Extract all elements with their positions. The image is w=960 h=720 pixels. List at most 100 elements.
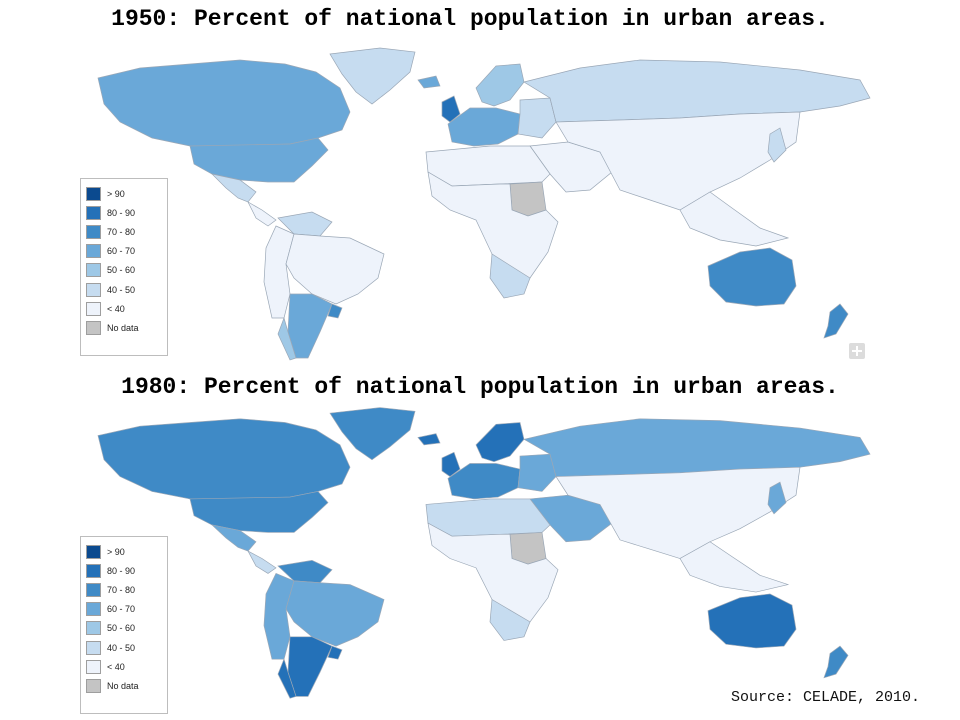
region-asia[interactable] — [555, 111, 801, 211]
legend-swatch — [86, 282, 101, 297]
legend-item: 40 - 50 — [86, 280, 167, 299]
region-venezuela[interactable] — [277, 211, 333, 237]
region-greenland[interactable] — [329, 407, 416, 461]
region-se-asia[interactable] — [679, 191, 790, 247]
region-uk[interactable] — [441, 451, 461, 477]
region-scandinavia[interactable] — [475, 63, 525, 107]
region-eastern-europe[interactable] — [517, 453, 557, 492]
region-iceland[interactable] — [417, 433, 441, 446]
legend-label: 80 - 90 — [107, 207, 136, 218]
legend-item: No data — [86, 318, 167, 337]
legend-swatch — [86, 244, 101, 259]
region-usa[interactable] — [189, 137, 329, 183]
legend-swatch — [86, 544, 101, 559]
region-africa[interactable] — [427, 171, 559, 279]
legend-item: 50 - 60 — [86, 619, 167, 638]
legend-item: 60 - 70 — [86, 600, 167, 619]
world-map-svg-1950[interactable] — [80, 42, 880, 364]
legend-swatch — [86, 640, 101, 655]
legend-swatch — [86, 602, 101, 617]
legend-label: 50 - 60 — [107, 265, 136, 276]
legend-item: < 40 — [86, 657, 167, 676]
region-central-america[interactable] — [247, 550, 277, 574]
source-note: Source: CELADE, 2010. — [730, 689, 920, 706]
region-eastern-europe[interactable] — [517, 97, 557, 139]
region-north-america[interactable] — [97, 59, 351, 147]
legend-item: 70 - 80 — [86, 580, 167, 599]
legend-label: < 40 — [107, 661, 125, 672]
region-australia[interactable] — [707, 593, 797, 649]
region-scandinavia[interactable] — [475, 422, 525, 462]
region-uruguay[interactable] — [327, 303, 343, 319]
region-africa[interactable] — [427, 522, 559, 623]
legend-item: 50 - 60 — [86, 261, 167, 280]
region-south-africa[interactable] — [489, 253, 531, 299]
legend-label: 60 - 70 — [107, 604, 136, 615]
legend-swatch — [86, 621, 101, 636]
region-venezuela[interactable] — [277, 560, 333, 584]
region-chile[interactable] — [277, 316, 297, 361]
region-russia[interactable] — [523, 418, 871, 477]
legend-1980: > 90 80 - 90 70 - 80 60 - 70 50 - 60 40 - 50 <… — [80, 536, 168, 714]
region-japan[interactable] — [767, 481, 787, 515]
legend-item: < 40 — [86, 299, 167, 318]
region-north-africa[interactable] — [425, 498, 551, 537]
region-new-zealand[interactable] — [823, 303, 849, 339]
legend-swatch — [86, 263, 101, 278]
legend-swatch — [86, 678, 101, 693]
region-new-zealand[interactable] — [823, 645, 849, 679]
region-north-america[interactable] — [97, 418, 351, 500]
region-se-asia[interactable] — [679, 541, 790, 593]
region-south-africa[interactable] — [489, 598, 531, 641]
legend-label: 50 - 60 — [107, 623, 136, 634]
legend-item: 80 - 90 — [86, 203, 167, 222]
world-map-svg-1980[interactable] — [80, 402, 880, 702]
region-argentina[interactable] — [287, 636, 333, 697]
legend-label: 80 - 90 — [107, 565, 136, 576]
region-chile[interactable] — [277, 658, 297, 699]
legend-item: 60 - 70 — [86, 242, 167, 261]
region-central-america[interactable] — [247, 201, 277, 227]
region-australia[interactable] — [707, 247, 797, 307]
world-map-1980[interactable]: > 90 80 - 90 70 - 80 60 - 70 50 - 60 40 - 50 <… — [80, 402, 880, 714]
zoom-icon[interactable] — [849, 343, 865, 359]
legend-label: < 40 — [107, 303, 125, 314]
region-sudan[interactable] — [509, 181, 547, 217]
region-sudan[interactable] — [509, 532, 547, 565]
region-uk[interactable] — [441, 95, 461, 123]
legend-item: > 90 — [86, 542, 167, 561]
region-brazil[interactable] — [285, 233, 385, 305]
legend-label: > 90 — [107, 546, 125, 557]
region-argentina[interactable] — [287, 293, 333, 359]
legend-swatch — [86, 224, 101, 239]
legend-item: 70 - 80 — [86, 222, 167, 241]
map-title-1950: 1950: Percent of national population in … — [111, 6, 829, 32]
region-usa[interactable] — [189, 491, 329, 533]
legend-item: > 90 — [86, 184, 167, 203]
legend-swatch — [86, 659, 101, 674]
legend-swatch — [86, 301, 101, 316]
legend-swatch — [86, 563, 101, 578]
region-asia[interactable] — [555, 466, 801, 559]
region-japan[interactable] — [767, 127, 787, 163]
legend-swatch — [86, 582, 101, 597]
legend-label: 40 - 50 — [107, 284, 136, 295]
legend-label: 60 - 70 — [107, 246, 136, 257]
legend-label: 40 - 50 — [107, 642, 136, 653]
region-greenland[interactable] — [329, 47, 416, 105]
legend-label: > 90 — [107, 188, 125, 199]
legend-label: 70 - 80 — [107, 584, 136, 595]
region-north-africa[interactable] — [425, 145, 551, 187]
legend-label: No data — [107, 680, 139, 691]
legend-swatch — [86, 320, 101, 335]
legend-item: 80 - 90 — [86, 561, 167, 580]
world-map-1950[interactable]: > 90 80 - 90 70 - 80 60 - 70 50 - 60 40 - 50 <… — [80, 42, 880, 364]
region-brazil[interactable] — [285, 580, 385, 647]
legend-item: 40 - 50 — [86, 638, 167, 657]
region-iceland[interactable] — [417, 75, 441, 89]
legend-label: No data — [107, 322, 139, 333]
map-title-1980: 1980: Percent of national population in … — [121, 374, 839, 400]
region-russia[interactable] — [523, 59, 871, 123]
region-uruguay[interactable] — [327, 645, 343, 660]
legend-swatch — [86, 186, 101, 201]
